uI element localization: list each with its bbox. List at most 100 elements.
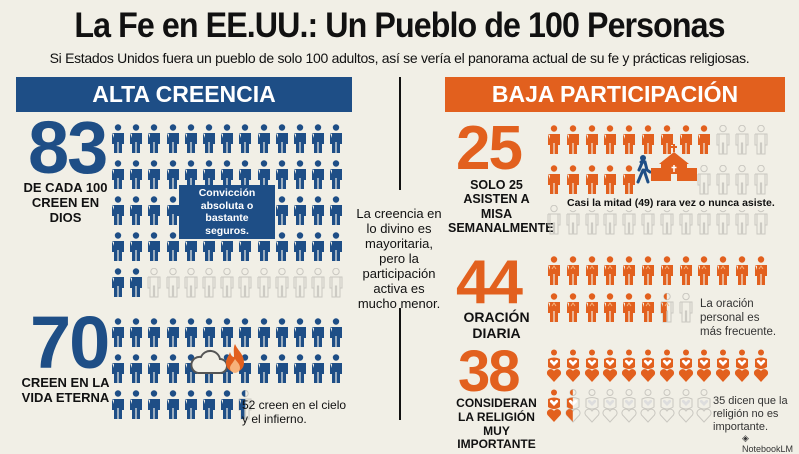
walking-person-icon [636,155,651,184]
person-icon [219,160,237,190]
note-prayer: La oración personal es más frecuente. [700,298,777,338]
person-icon [328,124,346,154]
praying-person-icon [753,256,772,286]
person-icon [165,354,183,384]
church-icon [651,144,697,181]
person-icon [128,196,146,226]
heart-person-icon [565,389,581,423]
heart-person-icon [678,349,697,383]
empty-person-icon [256,268,274,298]
person-icon [659,125,678,155]
person-icon [602,125,621,155]
person-icon [621,125,640,155]
pictogram-prayer [546,256,772,323]
person-icon [201,160,219,190]
empty-person-icon [734,125,753,155]
divider [399,77,401,190]
person-icon [183,160,201,190]
person-icon [110,196,128,226]
empty-person-icon [219,268,237,298]
praying-person-icon [640,256,659,286]
person-icon [565,165,584,195]
person-icon [274,354,292,384]
person-icon [274,124,292,154]
person-icon [274,196,292,226]
person-icon [237,160,255,190]
person-icon [201,124,219,154]
empty-person-icon [237,268,255,298]
person-icon [310,318,328,348]
stat-mass-label: SOLO 25 ASISTEN A MISA SEMANALMENTE [448,178,554,236]
divider [399,308,401,420]
person-icon [165,390,183,420]
praying-person-icon [678,256,697,286]
heart-person-icon [659,349,678,383]
person-icon [165,124,183,154]
empty-heart-person-icon [659,389,678,423]
empty-person-icon [753,165,772,195]
person-icon [219,390,237,420]
stat-eternal-value: 70 [30,301,110,384]
person-icon [274,232,292,262]
header-baja-participacion: BAJA PARTICIPACIÓN [445,77,785,112]
person-icon [274,160,292,190]
note-mass: Casi la mitad (49) rara vez o nunca asis… [565,197,777,210]
person-icon [546,125,565,155]
praying-person-icon [565,293,584,323]
person-icon [274,318,292,348]
person-icon [146,390,164,420]
person-icon [110,160,128,190]
empty-person-icon [328,268,346,298]
person-icon [110,232,128,262]
person-icon [128,268,146,298]
person-icon [110,268,128,298]
pictogram-god [110,124,346,298]
person-icon [183,390,201,420]
praying-person-icon [621,256,640,286]
empty-heart-person-icon [640,389,659,423]
empty-heart-person-icon [602,389,621,423]
stat-god-value: 83 [28,106,108,189]
person-icon [146,196,164,226]
person-icon [328,318,346,348]
person-icon [546,165,565,195]
stat-prayer-value: 44 [456,248,523,317]
cloud-icon [190,346,228,376]
empty-person-icon [183,268,201,298]
person-icon [328,354,346,384]
stat-god-label: DE CADA 100 CREEN EN DIOS [23,180,108,225]
person-icon [219,318,237,348]
empty-person-icon [292,268,310,298]
person-icon [256,318,274,348]
note-importance: 35 dicen que la religión no es important… [713,395,788,434]
stat-importance-value: 38 [458,339,520,404]
praying-person-icon [602,293,621,323]
empty-person-icon [146,268,164,298]
stat-mass-value: 25 [456,114,523,183]
person-icon [256,160,274,190]
person-icon [310,354,328,384]
person-icon [110,124,128,154]
heart-person-icon [546,349,565,383]
person-icon [640,125,659,155]
person-icon [237,318,255,348]
person-icon [146,354,164,384]
page-title: La Fe en EE.UU.: Un Pueblo de 100 Person… [74,6,725,45]
empty-person-icon [715,125,734,155]
person-icon [256,354,274,384]
empty-person-icon [715,165,734,195]
praying-person-icon [659,256,678,286]
person-icon [165,232,183,262]
praying-person-icon [546,293,565,323]
note-eternal: 52 creen en el cielo y el infierno. [242,398,347,427]
callout-god: Convicción absoluta o bastante seguros. [179,185,275,240]
person-icon [292,354,310,384]
praying-person-icon [584,293,603,323]
person-icon [621,165,640,195]
person-icon [128,232,146,262]
stat-importance-label: CONSIDERAN LA RELIGIÓN MUY IMPORTANTE [456,396,537,452]
person-icon [165,318,183,348]
fire-icon [224,343,246,375]
heart-person-icon [640,349,659,383]
person-icon [584,165,603,195]
